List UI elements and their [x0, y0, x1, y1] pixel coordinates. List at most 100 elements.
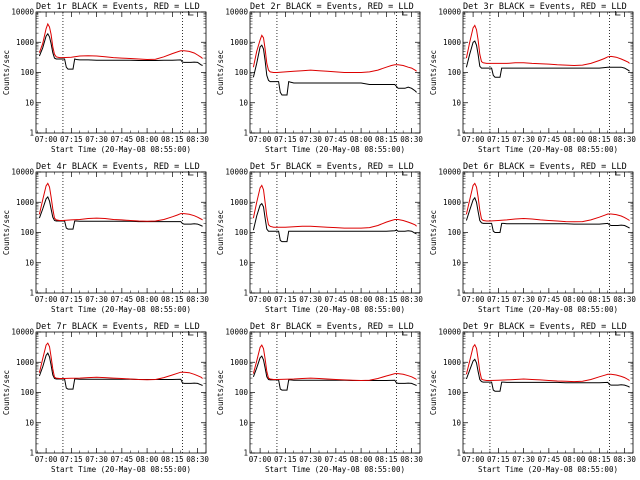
chart-panel-2: Det 2r BLACK = Events, RED = LLD 1 10 100 10…: [216, 2, 423, 154]
chart-panel-8: Det 8r BLACK = Events, RED = LLD 1 10 100 10…: [216, 322, 423, 474]
y-tick-label: 100: [234, 388, 248, 397]
x-tick-label: 08:15: [588, 135, 611, 144]
x-tick-label: 07:00: [462, 455, 485, 464]
y-tick-label: 1000: [230, 38, 249, 47]
x-tick-label: 07:00: [249, 295, 272, 304]
plot-frame: [249, 331, 421, 454]
series-line-events: [465, 358, 630, 392]
x-tick-label: 08:30: [400, 295, 423, 304]
chart-panel-4: Det 4r BLACK = Events, RED = LLD 1 10 100 10…: [2, 162, 209, 314]
top-marker: [188, 11, 194, 16]
x-tick-label: 08:00: [136, 295, 159, 304]
x-tick-label: 08:30: [186, 135, 209, 144]
x-tick-label: 07:00: [35, 295, 58, 304]
y-axis-label: Counts/sec: [429, 50, 438, 95]
y-tick-label: 100: [20, 68, 34, 77]
top-marker: [402, 171, 408, 176]
x-tick-label: 08:15: [161, 295, 184, 304]
series-line-lld: [465, 182, 630, 223]
x-tick-label: 07:00: [35, 135, 58, 144]
chart-panel-1: Det 1r BLACK = Events, RED = LLD 1 10 100 10…: [2, 2, 209, 154]
x-tick-label: 07:45: [325, 295, 348, 304]
y-tick-label: 1: [456, 449, 461, 458]
chart-panel-5: Det 5r BLACK = Events, RED = LLD 1 10 100 10…: [216, 162, 423, 314]
series-line-events: [465, 40, 630, 78]
chart-panel-9: Det 9r BLACK = Events, RED = LLD 1 10 100 10…: [429, 322, 636, 474]
x-axis-label: Start Time (20-May-08 08:55:00): [265, 305, 405, 314]
x-tick-label: 08:30: [613, 135, 636, 144]
x-tick-label: 08:15: [375, 135, 398, 144]
y-tick-label: 1: [29, 289, 34, 298]
y-tick-label: 10000: [11, 168, 34, 177]
x-axis-label: Start Time (20-May-08 08:55:00): [478, 145, 618, 154]
y-tick-label: 10: [452, 98, 462, 107]
top-marker: [615, 171, 621, 176]
x-tick-label: 07:00: [462, 135, 485, 144]
x-tick-label: 07:30: [85, 135, 108, 144]
y-tick-label: 100: [234, 68, 248, 77]
chart-title: Det 1r BLACK = Events, RED = LLD: [36, 2, 200, 12]
series-line-lld: [252, 344, 417, 382]
plot-frame: [249, 171, 421, 294]
series-line-lld: [38, 22, 203, 61]
plot-frame: [462, 11, 634, 134]
y-tick-label: 100: [447, 228, 461, 237]
y-tick-label: 1000: [230, 198, 249, 207]
series-line-lld: [38, 342, 203, 381]
x-tick-label: 08:00: [136, 455, 159, 464]
y-axis-label: Counts/sec: [216, 50, 225, 95]
series-line-events: [38, 32, 203, 70]
x-tick-label: 07:15: [60, 295, 83, 304]
y-tick-label: 1: [243, 449, 248, 458]
y-tick-label: 100: [447, 388, 461, 397]
plot-frame: [35, 171, 207, 294]
top-marker: [615, 11, 621, 16]
series-line-lld: [465, 343, 630, 383]
y-tick-label: 1: [243, 289, 248, 298]
series-line-lld: [38, 182, 203, 222]
series-line-lld: [252, 34, 417, 73]
y-tick-label: 1: [29, 449, 34, 458]
y-tick-label: 1000: [230, 358, 249, 367]
x-tick-label: 07:30: [512, 135, 535, 144]
x-tick-label: 08:15: [588, 295, 611, 304]
x-tick-label: 07:45: [538, 455, 561, 464]
x-tick-label: 07:45: [538, 135, 561, 144]
y-tick-label: 10000: [438, 168, 461, 177]
plot-frame: [35, 331, 207, 454]
y-tick-label: 10: [25, 258, 35, 267]
x-tick-label: 08:15: [588, 455, 611, 464]
x-tick-label: 08:00: [350, 455, 373, 464]
y-tick-label: 1000: [16, 38, 35, 47]
y-tick-label: 1000: [443, 38, 462, 47]
x-tick-label: 08:30: [400, 135, 423, 144]
x-tick-label: 07:45: [538, 295, 561, 304]
chart-title: Det 3r BLACK = Events, RED = LLD: [463, 2, 627, 12]
chart-panel-7: Det 7r BLACK = Events, RED = LLD 1 10 100 10…: [2, 322, 209, 474]
series-line-events: [38, 195, 203, 230]
y-axis-label: Counts/sec: [429, 370, 438, 415]
x-tick-label: 07:15: [487, 455, 510, 464]
y-axis-label: Counts/sec: [2, 370, 11, 415]
x-axis-label: Start Time (20-May-08 08:55:00): [51, 305, 191, 314]
chart-title: Det 4r BLACK = Events, RED = LLD: [36, 162, 200, 172]
chart-panel-3: Det 3r BLACK = Events, RED = LLD 1 10 100 10…: [429, 2, 636, 154]
y-tick-label: 10: [452, 418, 462, 427]
x-axis-label: Start Time (20-May-08 08:55:00): [51, 145, 191, 154]
y-tick-label: 10000: [225, 328, 248, 337]
x-tick-label: 07:30: [512, 455, 535, 464]
x-tick-label: 08:30: [186, 455, 209, 464]
y-tick-label: 10: [25, 98, 35, 107]
x-tick-label: 07:15: [274, 295, 297, 304]
series-line-events: [465, 196, 630, 233]
chart-title: Det 9r BLACK = Events, RED = LLD: [463, 322, 627, 332]
x-tick-label: 07:00: [249, 135, 272, 144]
series-line-lld: [252, 184, 417, 229]
chart-title: Det 7r BLACK = Events, RED = LLD: [36, 322, 200, 332]
y-axis-label: Counts/sec: [2, 50, 11, 95]
x-tick-label: 07:30: [299, 135, 322, 144]
x-tick-label: 08:00: [563, 455, 586, 464]
plot-frame: [35, 11, 207, 134]
y-tick-label: 10000: [11, 328, 34, 337]
x-tick-label: 08:30: [613, 455, 636, 464]
